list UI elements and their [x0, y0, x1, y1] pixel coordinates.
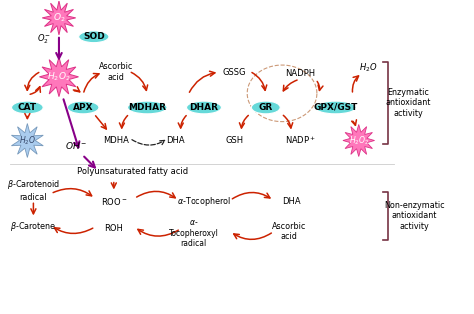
Polygon shape: [42, 1, 76, 35]
Text: $OH^-$: $OH^-$: [65, 140, 87, 151]
Text: $O_2^{-}$: $O_2^{-}$: [37, 32, 51, 46]
Ellipse shape: [128, 101, 167, 114]
Text: $\beta$-Carotenoid
radical: $\beta$-Carotenoid radical: [7, 178, 60, 202]
Text: $O_2$: $O_2$: [53, 12, 65, 24]
Text: $H_2O$: $H_2O$: [359, 61, 377, 74]
Polygon shape: [11, 123, 43, 158]
Ellipse shape: [11, 101, 43, 114]
Text: $\beta$-Carotene: $\beta$-Carotene: [10, 220, 56, 233]
Text: GR: GR: [259, 103, 273, 112]
Text: Ascorbic
acid: Ascorbic acid: [272, 222, 306, 241]
Text: APX: APX: [73, 103, 93, 112]
Ellipse shape: [251, 101, 280, 114]
Polygon shape: [39, 57, 79, 97]
Text: $H_2O_2$: $H_2O_2$: [47, 71, 71, 83]
Text: CAT: CAT: [18, 103, 37, 112]
Polygon shape: [343, 124, 374, 156]
Ellipse shape: [67, 101, 99, 114]
Text: Non-enzymatic
antioxidant
activity: Non-enzymatic antioxidant activity: [384, 201, 445, 231]
Text: Ascorbic
acid: Ascorbic acid: [99, 62, 133, 82]
Text: GSH: GSH: [226, 136, 244, 145]
Text: SOD: SOD: [83, 32, 105, 41]
Text: GSSG: GSSG: [223, 68, 246, 77]
Ellipse shape: [79, 31, 109, 43]
Ellipse shape: [315, 101, 356, 114]
Text: $\alpha$-Tocopherol: $\alpha$-Tocopherol: [177, 195, 231, 208]
Text: ROO$^-$: ROO$^-$: [100, 196, 127, 207]
Text: MDHAR: MDHAR: [128, 103, 166, 112]
Text: $H_2O_2$: $H_2O_2$: [348, 134, 369, 147]
Text: ROH: ROH: [104, 224, 123, 233]
Text: $\alpha$-
Tocopheroxyl
radical: $\alpha$- Tocopheroxyl radical: [169, 219, 219, 248]
Text: DHA: DHA: [282, 197, 301, 206]
Text: MDHA: MDHA: [103, 136, 128, 145]
Ellipse shape: [187, 101, 221, 114]
Text: DHAR: DHAR: [190, 103, 219, 112]
Text: Polyunsaturated fatty acid: Polyunsaturated fatty acid: [77, 167, 188, 176]
Text: NADP$^+$: NADP$^+$: [285, 135, 316, 146]
Text: $H_2O$: $H_2O$: [19, 134, 36, 147]
Text: NADPH: NADPH: [285, 68, 316, 78]
Text: Enzymatic
antioxidant
activity: Enzymatic antioxidant activity: [386, 88, 431, 118]
Text: DHA: DHA: [166, 136, 184, 145]
Text: GPX/GST: GPX/GST: [313, 103, 358, 112]
